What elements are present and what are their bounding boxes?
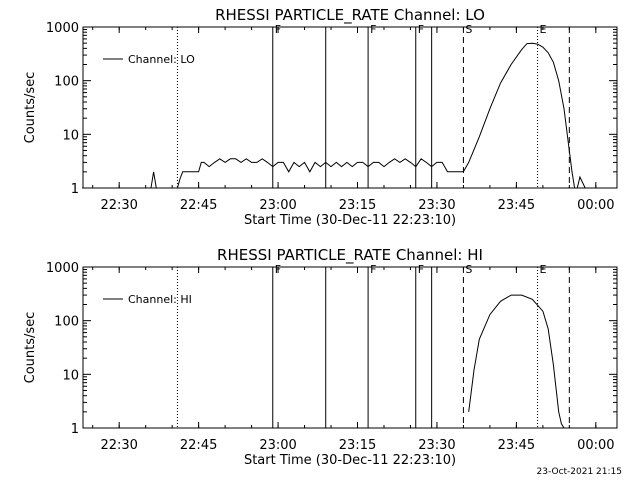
legend-label: Channel: HI <box>128 293 192 306</box>
y-axis-label: Counts/sec <box>23 72 38 144</box>
marker-label: S <box>465 263 472 276</box>
marker-label: S <box>465 23 472 36</box>
x-axis-label: Start Time (30-Dec-11 22:23:10) <box>244 453 456 468</box>
x-tick-label: 23:15 <box>339 438 376 453</box>
marker-label: F <box>275 263 281 276</box>
timestamp: 23-Oct-2021 21:15 <box>537 467 622 477</box>
x-tick-label: 22:30 <box>100 438 137 453</box>
marker-label: F <box>370 23 376 36</box>
x-tick-label: 22:30 <box>100 198 137 213</box>
series-line <box>468 294 565 429</box>
marker-label: F <box>370 263 376 276</box>
y-tick-label: 1000 <box>46 261 79 276</box>
marker-label: E <box>540 263 547 276</box>
x-tick-label: 23:00 <box>259 198 296 213</box>
x-tick-label: 23:15 <box>339 198 376 213</box>
series-line <box>82 42 591 189</box>
x-tick-label: 22:45 <box>180 198 217 213</box>
x-tick-label: 00:00 <box>577 198 614 213</box>
y-tick-label: 100 <box>54 315 79 330</box>
marker-label: E <box>540 23 547 36</box>
x-axis-label: Start Time (30-Dec-11 22:23:10) <box>244 213 456 228</box>
x-tick-label: 23:30 <box>418 438 455 453</box>
y-tick-label: 100 <box>54 75 79 90</box>
x-tick-label: 00:00 <box>577 438 614 453</box>
y-tick-label: 10 <box>62 368 79 383</box>
x-tick-label: 22:45 <box>180 438 217 453</box>
x-tick-label: 23:45 <box>498 198 535 213</box>
y-tick-label: 1 <box>71 422 79 437</box>
chart-title: RHESSI PARTICLE_RATE Channel: HI <box>217 246 483 265</box>
marker-label: F <box>275 23 281 36</box>
plot-frame <box>82 26 618 189</box>
panel-lo: RHESSI PARTICLE_RATE Channel: LO 22:30 22:… <box>23 6 618 228</box>
chart-title: RHESSI PARTICLE_RATE Channel: LO <box>215 6 485 25</box>
y-tick-label: 10 <box>62 128 79 143</box>
x-tick-label: 23:45 <box>498 438 535 453</box>
y-tick-label: 1000 <box>46 21 79 36</box>
y-axis-label: Counts/sec <box>23 312 38 384</box>
marker-label: F <box>418 263 424 276</box>
y-tick-label: 1 <box>71 182 79 197</box>
x-tick-label: 23:30 <box>418 198 455 213</box>
panel-hi: RHESSI PARTICLE_RATE Channel: HI 22:30 22:… <box>23 246 618 468</box>
x-tick-label: 23:00 <box>259 438 296 453</box>
legend-label: Channel: LO <box>128 53 195 66</box>
marker-label: F <box>418 23 424 36</box>
plot-frame <box>82 266 618 429</box>
